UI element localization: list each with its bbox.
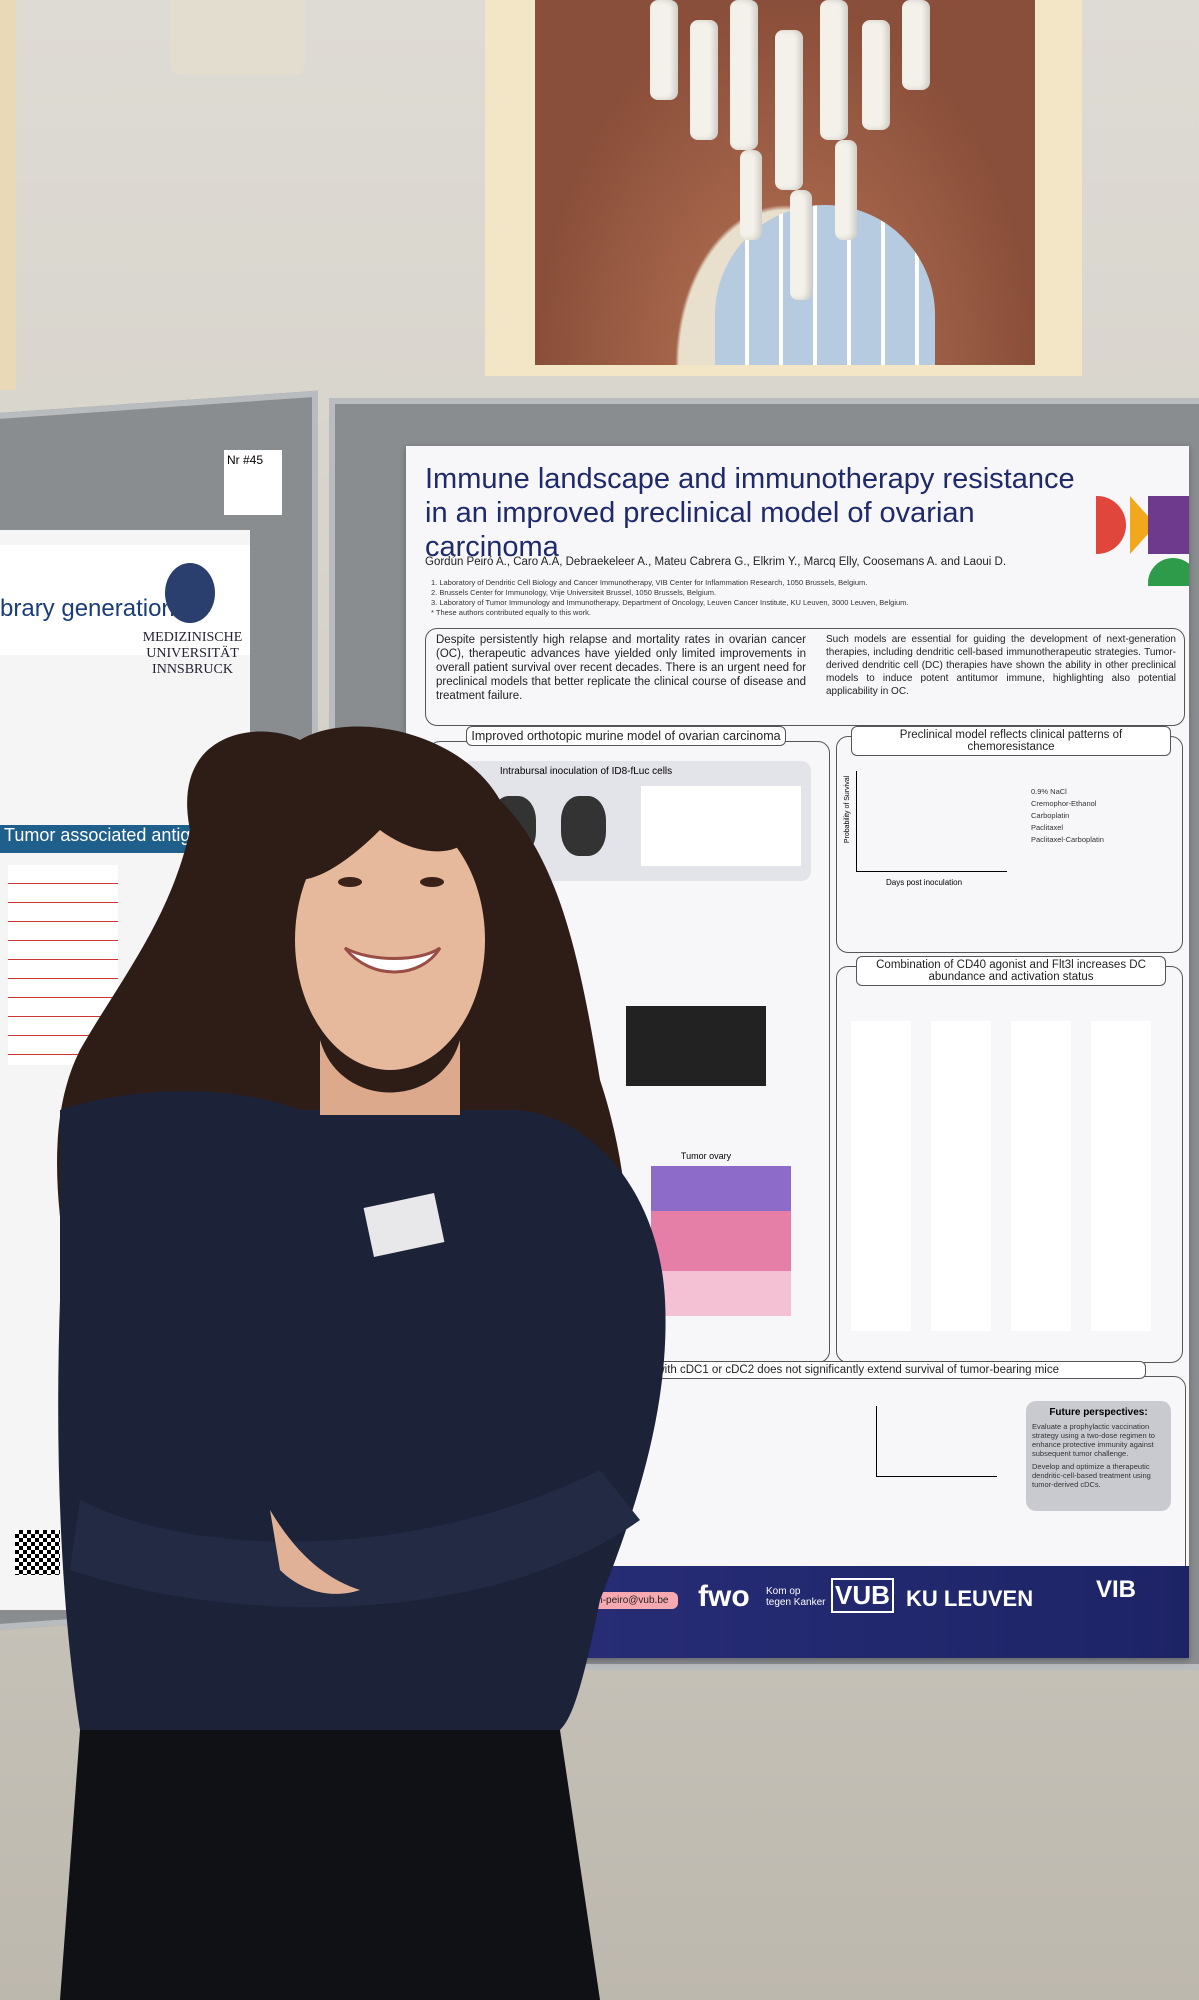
affiliation: 3. Laboratory of Tumor Immunology and Im… (431, 598, 909, 607)
future-item: Evaluate a prophylactic vaccination stra… (1032, 1422, 1155, 1458)
poster-title: Immune landscape and immunotherapy resis… (425, 463, 1075, 563)
future-title: Future perspectives: (1049, 1407, 1148, 1418)
logo: VUB (831, 1578, 894, 1613)
stacked-chart (651, 1166, 791, 1316)
figure-caption: Tumor ovary (680, 1151, 732, 1161)
affiliation: 1. Laboratory of Dendritic Cell Biology … (431, 578, 868, 587)
chandelier-tube (740, 150, 762, 240)
affiliation: * These authors contributed equally to t… (431, 608, 591, 617)
legend-item: Cremophor-Ethanol (1031, 799, 1097, 808)
sweater (58, 1091, 666, 1730)
hair-fringe (298, 779, 480, 880)
left-poster-header: brary generation MEDIZINISCHE UNIVERSITÄ… (0, 545, 250, 677)
bar-charts-panel (851, 1021, 1171, 1331)
university-seal (165, 563, 215, 623)
affiliations: 1. Laboratory of Dendritic Cell Biology … (431, 578, 1091, 618)
trousers (60, 1730, 600, 2000)
logo: Kom op tegen Kanker (766, 1586, 826, 1608)
legend-item: 0.9% NaCl (1031, 787, 1067, 796)
legend-item: Paclitaxel-Carboplatin (1031, 835, 1104, 844)
future-item: Develop and optimize a therapeutic dendr… (1032, 1462, 1151, 1489)
chandelier-tube (790, 190, 812, 300)
neck (320, 1040, 460, 1115)
survival-chart (876, 1406, 997, 1477)
crossed-arms (70, 1470, 640, 1608)
smile (343, 946, 442, 974)
chandelier-tube (650, 0, 678, 100)
affiliation: 2. Brussels Center for Immunology, Vrije… (431, 588, 717, 597)
left-poster-title: brary generation (0, 595, 175, 622)
hand (270, 1510, 360, 1594)
poster-number: Nr #45 (224, 450, 282, 515)
chandelier-tube (820, 0, 848, 140)
eye (338, 877, 362, 887)
chandelier (640, 0, 960, 310)
section-header: Combination of CD40 agonist and Flt3l in… (856, 956, 1166, 986)
university-name: MEDIZINISCHE UNIVERSITÄT INNSBRUCK (142, 630, 243, 677)
mouse-icon (561, 796, 606, 856)
logo-shape (1148, 496, 1189, 554)
legend-item: Carboplatin (1031, 811, 1070, 820)
section-header: Improved orthotopic murine model of ovar… (466, 726, 786, 746)
section-header: Preclinical model reflects clinical patt… (851, 726, 1171, 756)
qr-code (15, 1530, 60, 1575)
abstract-left: Despite persistently high relapse and mo… (436, 634, 806, 702)
survival-chart (856, 771, 1007, 872)
section-header: py with cDC1 or cDC2 does not significan… (636, 1361, 1146, 1379)
abstract-box: Despite persistently high relapse and mo… (425, 628, 1185, 726)
chandelier-tube (862, 20, 890, 130)
logo: fwo (698, 1580, 750, 1613)
chandelier-tube (902, 0, 930, 90)
window-edge (0, 0, 16, 390)
chandelier-tube (730, 0, 758, 150)
wall-ornament (170, 0, 305, 75)
legend: 0.9% NaCl Cremophor-Ethanol Carboplatin … (1031, 786, 1104, 846)
growth-chart (641, 786, 801, 866)
face (295, 810, 485, 1070)
eye (420, 877, 444, 887)
abstract-right: Such models are essential for guiding th… (826, 634, 1176, 697)
chandelier-tube (690, 20, 718, 140)
future-box: Future perspectives: Evaluate a prophyla… (1026, 1401, 1171, 1511)
chandelier-tube (775, 30, 803, 190)
axis-label: Days post inoculation (886, 878, 963, 887)
logo: KU LEUVEN (906, 1586, 1034, 1611)
legend-item: Paclitaxel (1031, 823, 1064, 832)
logo: VIB (1096, 1576, 1137, 1603)
name-badge (363, 1193, 445, 1257)
figure-caption: Intrabursal inoculation of ID8-fLuc cell… (499, 766, 673, 777)
chandelier-tube (835, 140, 857, 240)
poster-authors: Gordún Peiró A., Caro A.A, Debraekeleer … (425, 556, 1007, 568)
imaging-photo (626, 1006, 766, 1086)
